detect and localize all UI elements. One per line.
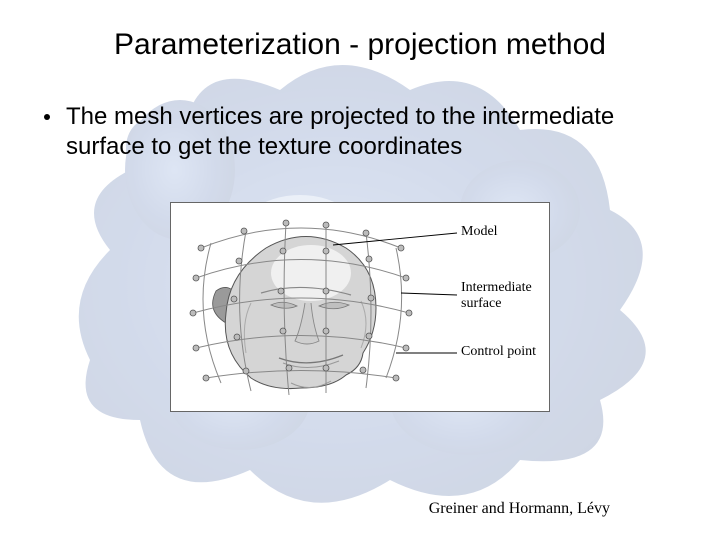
figure-projection-diagram: Model Intermediatesurface Control point — [170, 202, 550, 412]
bullet-dot — [44, 114, 50, 120]
slide-title: Parameterization - projection method — [40, 28, 680, 62]
citation: Greiner and Hormann, Lévy — [429, 500, 610, 518]
slide: Parameterization - projection method The… — [0, 0, 720, 540]
figure-labels: Model Intermediatesurface Control point — [461, 224, 536, 359]
svg-text:Intermediate: Intermediate — [461, 280, 532, 295]
svg-text:Control point: Control point — [461, 344, 536, 359]
svg-text:surface: surface — [461, 296, 501, 311]
bullet-item: The mesh vertices are projected to the i… — [44, 102, 680, 162]
svg-text:Model: Model — [461, 224, 498, 239]
bullet-text: The mesh vertices are projected to the i… — [66, 102, 680, 162]
